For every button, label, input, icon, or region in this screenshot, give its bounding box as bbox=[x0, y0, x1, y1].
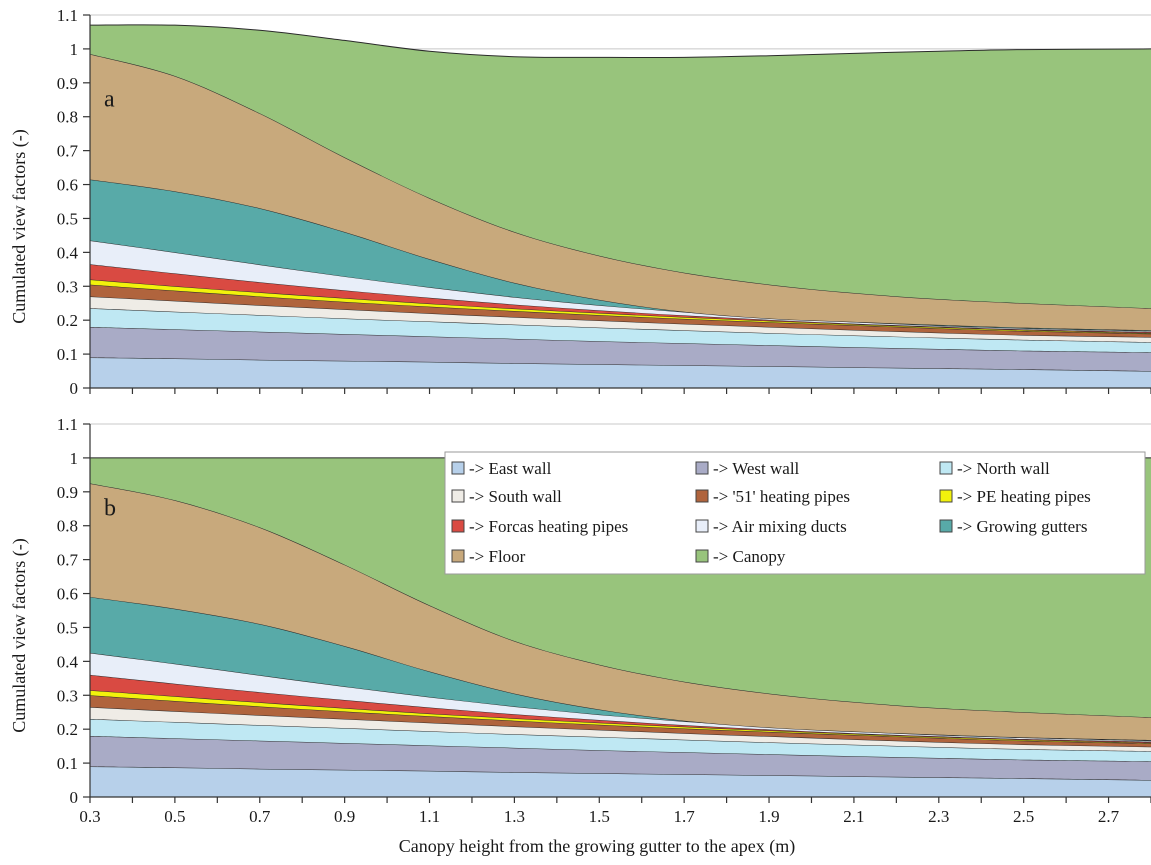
x-tick-label: 1.7 bbox=[674, 807, 696, 826]
legend-item: -> Air mixing ducts bbox=[695, 517, 847, 536]
area-south bbox=[90, 296, 1151, 343]
y-tick-label: 0.1 bbox=[57, 345, 78, 364]
legend-swatch bbox=[451, 489, 465, 503]
legend-item: -> North wall bbox=[939, 459, 1050, 478]
legend-item: -> West wall bbox=[695, 459, 800, 478]
y-tick-label: 0.2 bbox=[57, 311, 78, 330]
y-tick-label: 0.9 bbox=[57, 74, 78, 93]
y-tick-label: 1.1 bbox=[57, 6, 78, 25]
legend-swatch bbox=[695, 549, 709, 563]
x-tick-label: 2.3 bbox=[928, 807, 949, 826]
y-tick-label: 0.5 bbox=[57, 618, 78, 637]
legend-swatch bbox=[695, 461, 709, 475]
legend-item: -> Canopy bbox=[695, 547, 786, 566]
legend-item: -> Growing gutters bbox=[939, 517, 1087, 536]
area-gutters bbox=[90, 596, 1151, 741]
y-tick-label: 0.8 bbox=[57, 108, 78, 127]
area-east bbox=[90, 357, 1151, 388]
legend-label: -> Growing gutters bbox=[957, 517, 1087, 536]
panel-label: a bbox=[104, 87, 115, 113]
legend-swatch bbox=[939, 489, 953, 503]
legend-swatch bbox=[451, 549, 465, 563]
x-tick-label: 1.9 bbox=[758, 807, 779, 826]
legend-label: -> West wall bbox=[713, 459, 800, 478]
area-canopy bbox=[90, 24, 1151, 309]
panel-a: 0 0.1 0.2 0.3 0.4 0.5 0.6 0.7 0.8 0.9 1 1.1 Cumulate… bbox=[9, 6, 1151, 398]
y-tick-label: 0 bbox=[70, 379, 79, 398]
legend-label: -> North wall bbox=[957, 459, 1050, 478]
legend: -> East wall -> West wall -> North wall -> … bbox=[444, 451, 1146, 575]
area-floor bbox=[90, 54, 1151, 331]
area-air bbox=[90, 240, 1151, 333]
legend-label: -> Canopy bbox=[713, 547, 786, 566]
y-tick-label: 1 bbox=[70, 449, 79, 468]
legend-swatch bbox=[939, 461, 953, 475]
legend-label: -> Floor bbox=[469, 547, 526, 566]
y-tick-label: 0.3 bbox=[57, 686, 78, 705]
x-tick-label: 1.1 bbox=[419, 807, 440, 826]
legend-label: -> East wall bbox=[469, 459, 552, 478]
area-west bbox=[90, 326, 1151, 372]
legend-label: -> '51' heating pipes bbox=[713, 487, 850, 506]
y-tick-label: 1 bbox=[70, 40, 79, 59]
y-tick-label: 0.2 bbox=[57, 720, 78, 739]
x-tick-label: 2.7 bbox=[1098, 807, 1120, 826]
legend-item: -> Floor bbox=[451, 547, 526, 566]
y-tick-label: 0.7 bbox=[57, 551, 79, 570]
y-tick-label: 1.1 bbox=[57, 415, 78, 434]
legend-label: -> Forcas heating pipes bbox=[469, 517, 628, 536]
legend-label: -> PE heating pipes bbox=[957, 487, 1091, 506]
legend-swatch bbox=[939, 519, 953, 533]
legend-item: -> East wall bbox=[451, 459, 552, 478]
x-tick-label: 1.5 bbox=[589, 807, 610, 826]
panel-label: b bbox=[104, 496, 116, 522]
x-tick-label: 1.3 bbox=[504, 807, 525, 826]
area-east bbox=[90, 766, 1151, 797]
legend-swatch bbox=[695, 489, 709, 503]
area-gutters bbox=[90, 179, 1151, 332]
x-tick-label: 0.7 bbox=[249, 807, 271, 826]
legend-swatch bbox=[451, 519, 465, 533]
area-north bbox=[90, 719, 1151, 762]
y-tick-label: 0.5 bbox=[57, 209, 78, 228]
area-south bbox=[90, 707, 1151, 752]
legend-box bbox=[444, 451, 1146, 575]
legend-swatch bbox=[695, 519, 709, 533]
x-tick-label: 0.9 bbox=[334, 807, 355, 826]
y-tick-label: 0.4 bbox=[57, 243, 79, 262]
y-tick-label: 0.4 bbox=[57, 652, 79, 671]
legend-item: -> PE heating pipes bbox=[939, 487, 1091, 506]
y-tick-label: 0.6 bbox=[57, 585, 78, 604]
x-axis-label: Canopy height from the growing gutter to… bbox=[399, 836, 795, 857]
y-axis-label: Cumulated view factors (-) bbox=[9, 129, 30, 323]
legend-swatch bbox=[451, 461, 465, 475]
y-axis-label: Cumulated view factors (-) bbox=[9, 538, 30, 732]
area-floor bbox=[90, 483, 1151, 741]
area-west bbox=[90, 735, 1151, 781]
legend-label: -> Air mixing ducts bbox=[713, 517, 847, 536]
x-tick-label: 2.5 bbox=[1013, 807, 1034, 826]
line-canopy bbox=[89, 24, 1151, 59]
x-tick-label: 0.3 bbox=[79, 807, 100, 826]
legend-item: -> '51' heating pipes bbox=[695, 487, 850, 506]
y-tick-label: 0.3 bbox=[57, 277, 78, 296]
y-tick-label: 0 bbox=[70, 788, 79, 807]
y-tick-label: 0.6 bbox=[57, 176, 78, 195]
y-tick-label: 0.8 bbox=[57, 517, 78, 536]
legend-item: -> Forcas heating pipes bbox=[451, 517, 628, 536]
y-tick-label: 0.7 bbox=[57, 142, 79, 161]
y-tick-label: 0.9 bbox=[57, 483, 78, 502]
legend-label: -> South wall bbox=[469, 487, 562, 506]
legend-item: -> South wall bbox=[451, 487, 562, 506]
x-tick-label: 0.5 bbox=[164, 807, 185, 826]
y-tick-label: 0.1 bbox=[57, 754, 78, 773]
x-tick-label: 2.1 bbox=[843, 807, 864, 826]
